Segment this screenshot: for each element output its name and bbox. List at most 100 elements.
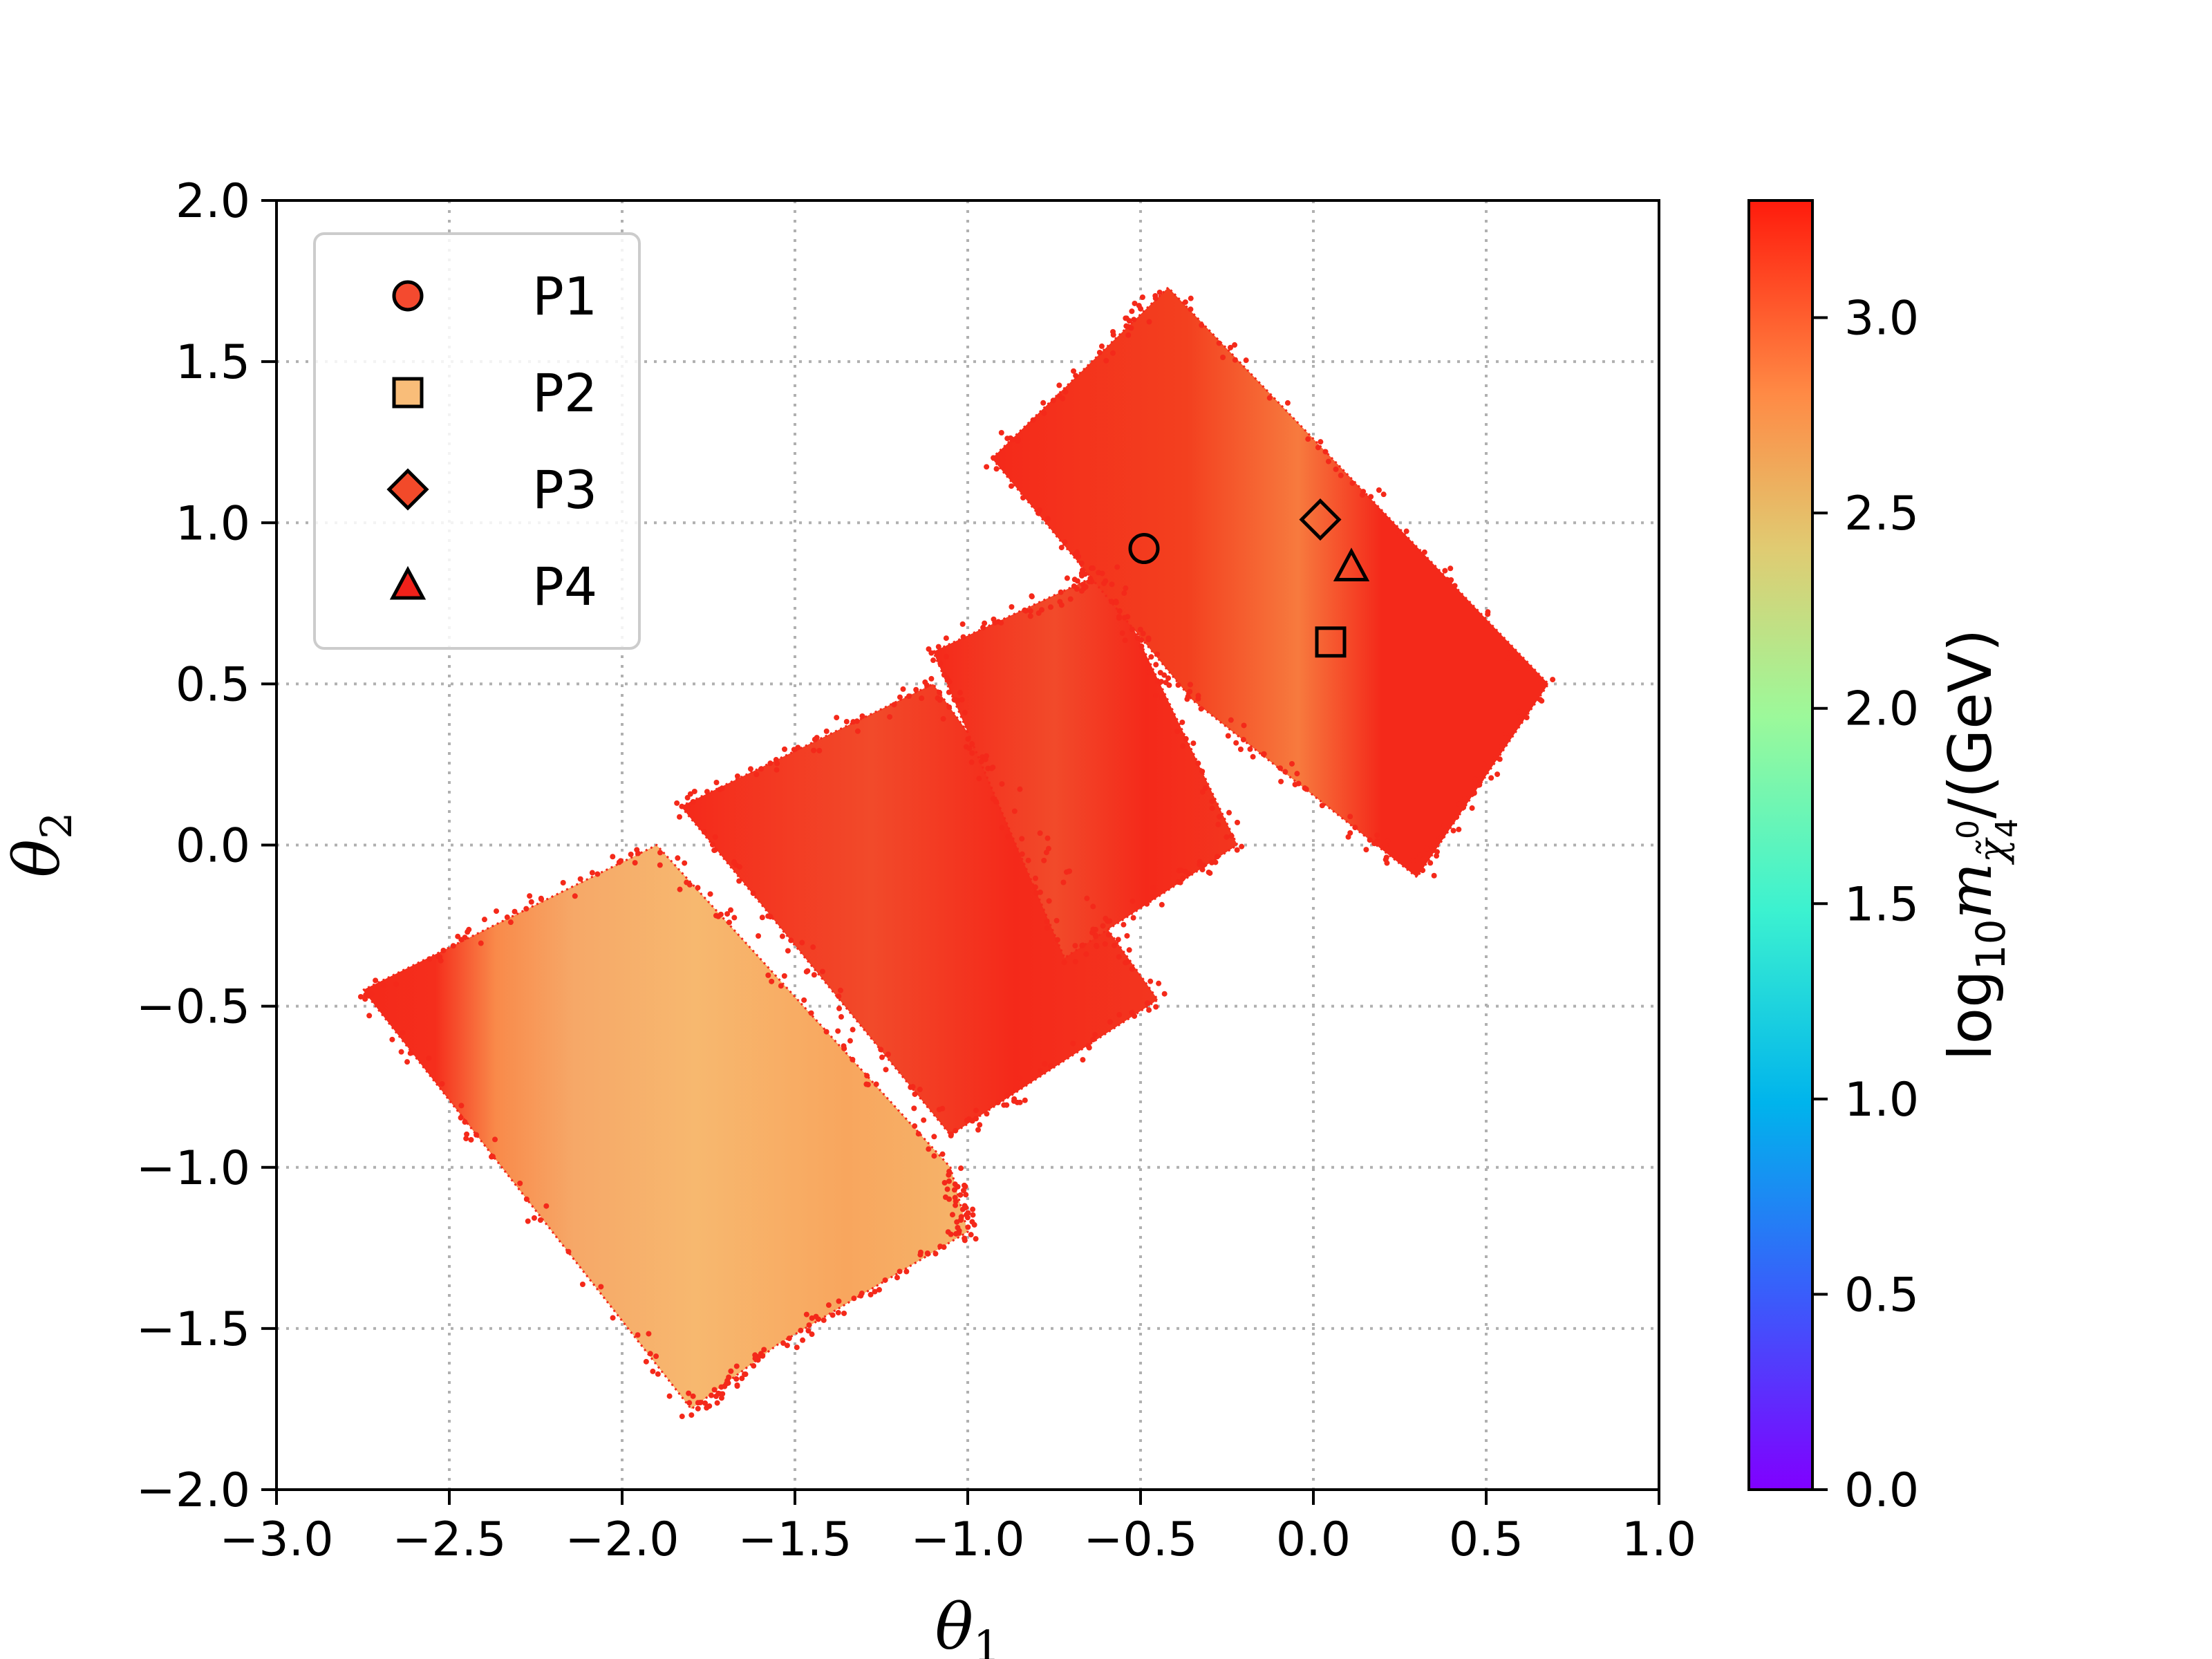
scatter-point <box>872 1288 878 1295</box>
scatter-point <box>679 1414 685 1420</box>
scatter-point <box>940 715 946 722</box>
scatter-point <box>1150 894 1156 900</box>
scatter-point <box>655 1371 661 1377</box>
scatter-point <box>1421 549 1427 555</box>
scatter-point <box>724 911 731 917</box>
scatter-point <box>1450 817 1456 823</box>
scatter-point <box>1147 978 1154 984</box>
colorbar-tick-label: 0.0 <box>1844 1463 1919 1518</box>
scatter-point <box>1220 354 1226 360</box>
scatter-point <box>837 987 843 993</box>
scatter-point <box>821 1317 827 1323</box>
scatter-point <box>971 1221 977 1228</box>
scatter-point <box>1064 575 1070 581</box>
scatter-point <box>882 1277 888 1283</box>
scatter-point <box>1072 943 1078 949</box>
scatter-point <box>887 714 893 720</box>
scatter-point <box>1071 577 1078 583</box>
scatter-point <box>1228 833 1235 839</box>
scatter-point <box>1363 847 1369 853</box>
scatter-point <box>825 1302 832 1309</box>
scatter-point <box>1524 715 1530 721</box>
scatter-point <box>1140 630 1146 637</box>
scatter-point <box>1492 755 1499 761</box>
scatter-point <box>357 993 364 1000</box>
scatter-point <box>928 675 935 682</box>
scatter-point <box>841 1310 847 1316</box>
scatter-point <box>1315 444 1321 451</box>
scatter-point <box>963 1192 969 1198</box>
scatter-point <box>713 1393 719 1399</box>
scatter-point <box>1456 826 1462 832</box>
scatter-point <box>682 860 688 866</box>
scatter-point <box>811 747 817 753</box>
scatter-point <box>798 1327 804 1333</box>
scatter-point <box>726 1374 732 1380</box>
scatter-point <box>634 847 640 853</box>
scatter-point <box>1278 778 1284 785</box>
scatter-point <box>1199 768 1206 774</box>
scatter-point <box>1072 959 1078 965</box>
scatter-point <box>847 1038 853 1044</box>
scatter-point <box>1087 579 1093 585</box>
scatter-point <box>1008 483 1014 489</box>
scatter-point <box>1539 697 1545 704</box>
scatter-point <box>1044 925 1050 931</box>
scatter-point <box>1424 845 1430 852</box>
x-tick-label: −1.0 <box>910 1512 1024 1567</box>
scatter-point <box>616 859 622 865</box>
scatter-point <box>525 1218 531 1224</box>
scatter-point <box>973 1107 979 1114</box>
legend-marker-p2 <box>392 377 424 409</box>
scatter-point <box>1100 923 1106 929</box>
scatter-point <box>752 1356 758 1362</box>
x-axis-label: θ1 <box>935 1590 1001 1659</box>
scatter-point <box>1058 545 1065 551</box>
scatter-point <box>1129 966 1135 972</box>
scatter-point <box>1090 903 1096 910</box>
scatter-point <box>1382 842 1388 848</box>
scatter-point <box>1266 395 1273 401</box>
scatter-point <box>1277 765 1284 771</box>
scatter-point <box>1158 679 1164 685</box>
colorbar-tick-label: 2.0 <box>1844 682 1919 737</box>
scatter-point <box>1485 611 1491 617</box>
scatter-point <box>941 1180 948 1186</box>
scatter-point <box>742 1371 749 1378</box>
scatter-point <box>1067 596 1074 602</box>
scatter-point <box>1062 388 1069 395</box>
scatter-point <box>1071 368 1077 374</box>
colorbar-tick-label: 1.0 <box>1844 1073 1919 1127</box>
x-tick-label: −2.5 <box>392 1512 506 1567</box>
scatter-point <box>1033 890 1040 896</box>
scatter-point <box>684 795 691 801</box>
scatter-point <box>1145 635 1152 641</box>
scatter-point <box>1367 837 1373 843</box>
scatter-point <box>908 1084 914 1090</box>
scatter-point <box>712 847 718 853</box>
scatter-point <box>952 1194 958 1201</box>
scatter-point <box>1044 835 1051 841</box>
scatter-point <box>897 1268 903 1275</box>
scatter-point <box>426 1055 432 1061</box>
scatter-point <box>1503 730 1509 736</box>
scatter-point <box>538 896 545 902</box>
scatter-point <box>1368 494 1374 500</box>
scatter-point <box>1302 785 1308 791</box>
scatter-point <box>988 765 995 771</box>
scatter-region <box>990 285 1550 879</box>
scatter-point <box>1017 1099 1023 1105</box>
scatter-point <box>984 1111 990 1117</box>
point-p2 <box>1315 626 1347 658</box>
scatter-point <box>1260 751 1266 758</box>
scatter-point <box>975 1127 982 1133</box>
scatter-point <box>1282 769 1288 775</box>
scatter-point <box>1109 581 1115 588</box>
scatter-point <box>1325 458 1331 465</box>
scatter-point <box>1061 959 1067 966</box>
scatter-point <box>1152 693 1159 699</box>
scatter-point <box>1146 319 1152 325</box>
scatter-point <box>1319 803 1325 809</box>
scatter-point <box>1121 590 1127 597</box>
scatter-point <box>885 1051 891 1058</box>
